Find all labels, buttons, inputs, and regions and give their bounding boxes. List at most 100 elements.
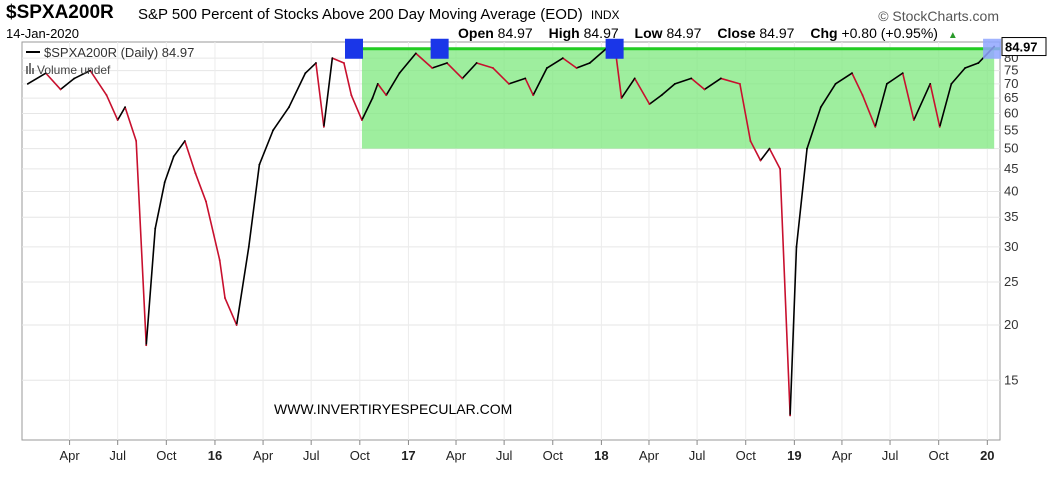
series-segment <box>89 69 108 96</box>
open-value: 84.97 <box>497 25 533 41</box>
y-tick-label: 15 <box>1004 372 1018 387</box>
x-tick-label: Oct <box>929 448 950 463</box>
series-segment <box>475 62 494 69</box>
series-segment <box>929 83 941 128</box>
data-point <box>89 69 92 72</box>
data-point <box>507 82 510 85</box>
series-segment <box>795 147 808 248</box>
series-segment <box>546 57 564 69</box>
series-segment <box>938 83 953 128</box>
y-tick-label: 65 <box>1004 90 1018 105</box>
data-point <box>145 344 148 347</box>
series-segment <box>508 77 527 85</box>
data-point <box>673 82 676 85</box>
x-axis: Apr Jul Oct 16 Apr Jul Oct 17 Apr Jul Oct 18 Apr Jul O… <box>59 440 995 463</box>
series-segment <box>660 83 676 96</box>
series-segment <box>218 259 226 299</box>
data-point <box>172 155 175 158</box>
x-tick-label: Oct <box>350 448 371 463</box>
x-tick-label: Apr <box>59 448 80 463</box>
series-segment <box>398 52 417 74</box>
data-point <box>343 62 345 64</box>
series-segment <box>575 62 591 69</box>
series-segment <box>154 181 166 230</box>
series-segment <box>272 106 290 132</box>
highlight-zone <box>361 48 995 149</box>
series-segment <box>861 94 877 128</box>
y-tick-label: 20 <box>1004 317 1018 332</box>
series-segment <box>461 62 478 80</box>
series-segment <box>633 77 651 105</box>
data-point <box>235 324 238 326</box>
data-point <box>331 57 334 60</box>
series-segment <box>588 47 607 64</box>
last-value-label-group: 84.97 <box>1001 37 1047 57</box>
data-point <box>431 67 434 69</box>
low-value: 84.97 <box>666 25 702 41</box>
series-segment <box>720 77 741 85</box>
series-segment <box>492 67 510 85</box>
x-tick-label: 17 <box>401 448 415 463</box>
last-value-box <box>1001 37 1047 57</box>
resistance-touch-marker <box>430 38 449 59</box>
series-segment <box>27 72 47 85</box>
data-point <box>183 140 186 142</box>
brand-label[interactable]: © StockCharts.com <box>878 8 999 24</box>
y-tick-label: 25 <box>1004 274 1018 289</box>
series-segment <box>739 83 752 142</box>
data-point <box>44 72 47 75</box>
data-point <box>524 77 527 80</box>
series-segment <box>703 77 722 91</box>
series-segment <box>371 83 379 99</box>
y-tick-label: 30 <box>1004 239 1018 254</box>
x-tick-label: Jul <box>882 448 899 463</box>
series-segment <box>690 77 706 91</box>
data-point <box>446 62 448 64</box>
series-segment <box>779 168 791 417</box>
data-point <box>116 119 119 121</box>
x-tick-label: 20 <box>980 448 994 463</box>
data-point <box>205 200 207 203</box>
series-segment <box>331 57 345 64</box>
series-segment <box>247 163 261 248</box>
ohlc-readout: Open 84.97 High 84.97 Low 84.97 Close 84… <box>458 25 970 41</box>
data-point <box>385 94 388 97</box>
x-tick-label: 16 <box>208 448 222 463</box>
data-point <box>690 77 693 80</box>
data-point <box>912 119 915 121</box>
data-point <box>247 246 250 248</box>
data-point <box>620 97 623 100</box>
marker-layer <box>344 38 1002 59</box>
data-point <box>376 82 379 85</box>
series-segment <box>901 72 915 121</box>
data-point <box>768 147 771 150</box>
data-point <box>964 67 967 69</box>
data-point <box>885 82 888 85</box>
data-point <box>258 163 261 166</box>
data-point <box>163 181 166 184</box>
data-point <box>929 82 932 85</box>
volume-bars-icon <box>26 63 34 74</box>
data-point <box>749 140 752 142</box>
data-point <box>660 94 663 97</box>
data-point <box>218 259 221 262</box>
series-segment <box>913 83 932 121</box>
gridlines <box>22 42 1000 440</box>
series-segment <box>323 57 334 128</box>
data-point <box>371 97 374 100</box>
series-segment <box>789 246 798 417</box>
series-segment <box>145 227 157 347</box>
data-point <box>806 147 808 150</box>
data-point <box>532 94 535 97</box>
data-point <box>361 119 363 121</box>
series-segment <box>172 140 186 158</box>
data-point <box>272 129 275 132</box>
resistance-touch-marker <box>605 38 624 59</box>
y-tick-label: 70 <box>1004 76 1018 91</box>
watermark-text: WWW.INVERTIRYESPECULAR.COM <box>274 401 512 417</box>
data-point <box>105 94 108 97</box>
chart-date: 14-Jan-2020 <box>6 26 79 41</box>
data-point <box>315 62 317 64</box>
